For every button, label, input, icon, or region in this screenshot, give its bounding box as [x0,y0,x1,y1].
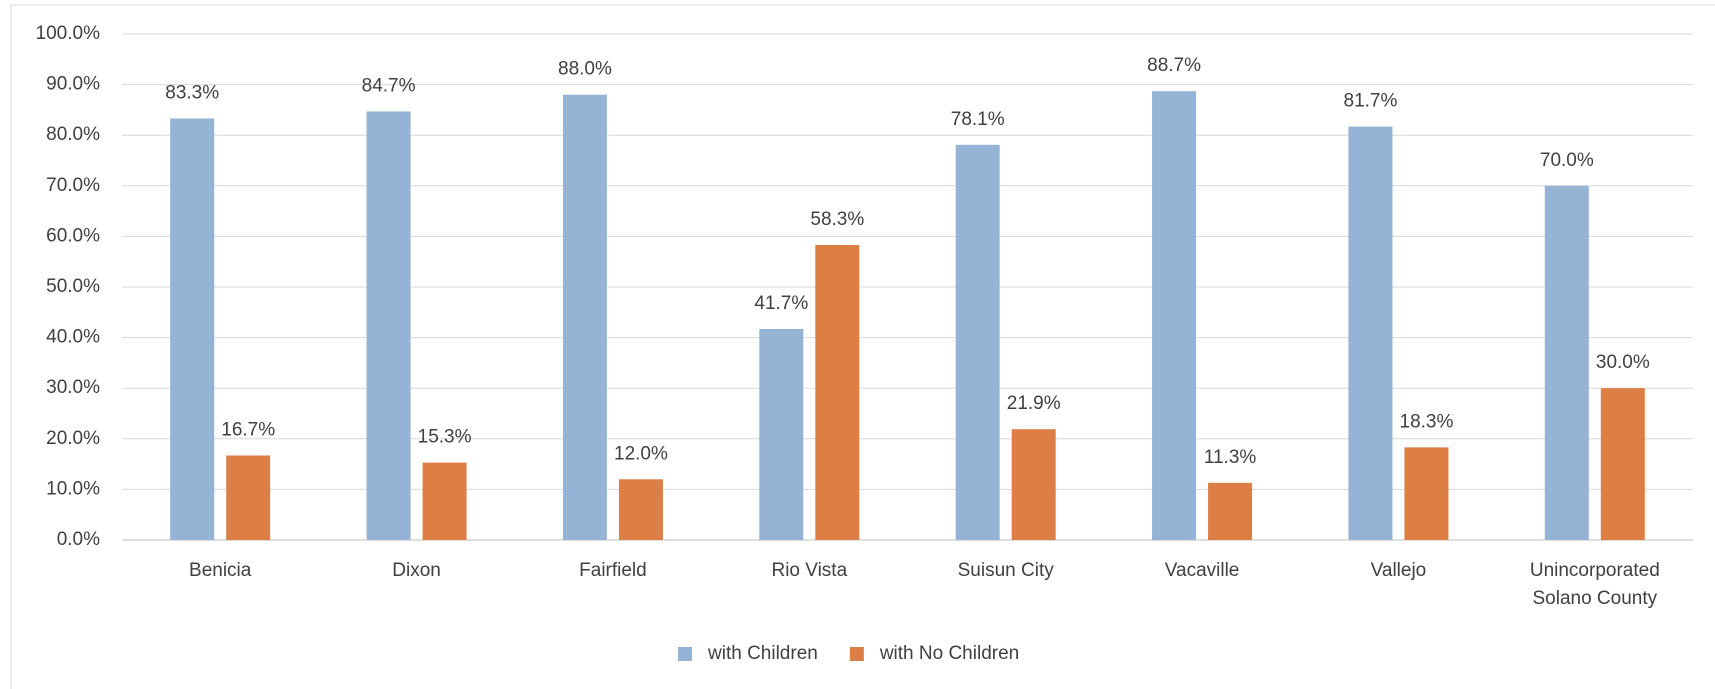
bar [1544,185,1589,541]
bar [1348,126,1393,541]
y-tick-label: 70.0% [46,175,100,196]
bar [1404,447,1449,540]
data-label: 83.3% [165,83,219,104]
bar [1011,429,1056,540]
bar [1152,91,1197,540]
data-label: 58.3% [810,209,864,230]
y-tick-label: 10.0% [46,478,100,499]
data-label: 81.7% [1344,91,1398,112]
bar [759,328,804,540]
data-label: 41.7% [754,293,808,314]
x-tick-label: Unincorporated Solano County [1529,560,1660,609]
x-tick-label: Vallejo [1370,560,1427,581]
data-label: 84.7% [362,75,416,96]
y-tick-label: 40.0% [46,327,100,348]
x-tick-label: Vacaville [1164,560,1240,581]
legend-label: with Children [707,643,818,664]
data-label: 21.9% [1007,393,1061,414]
y-tick-label: 30.0% [46,377,100,398]
bar [815,245,860,540]
data-label: 88.0% [558,59,612,80]
bar [1208,482,1253,540]
bar [1600,388,1645,540]
legend-swatch [678,647,692,661]
bar [955,144,1000,540]
bar [170,118,215,540]
y-tick-label: 100.0% [36,23,101,44]
data-label: 16.7% [221,420,275,441]
x-tick-label: Suisun City [957,560,1054,581]
y-tick-label: 0.0% [57,529,100,550]
data-label: 70.0% [1540,150,1594,171]
data-label: 30.0% [1596,352,1650,373]
legend-label: with No Children [879,643,1019,664]
data-label: 15.3% [418,427,472,448]
x-tick-label: Rio Vista [771,560,848,581]
y-tick-label: 50.0% [46,276,100,297]
y-tick-label: 20.0% [46,428,100,449]
bar [562,94,607,540]
x-tick-label: Fairfield [579,560,647,581]
bar [422,462,467,540]
bar [366,111,411,540]
y-tick-label: 90.0% [46,74,100,95]
data-label: 12.0% [614,443,668,464]
bar [226,455,271,540]
y-tick-label: 60.0% [46,225,100,246]
data-label: 11.3% [1204,447,1257,468]
x-tick-label: Dixon [392,560,441,581]
x-tick-label: Benicia [189,560,252,581]
data-label: 18.3% [1400,411,1454,432]
y-tick-label: 80.0% [46,124,100,145]
bar [618,479,663,540]
legend-swatch [849,647,864,661]
data-label: 88.7% [1147,55,1201,76]
chart-border [10,4,1715,689]
data-label: 78.1% [951,109,1005,130]
